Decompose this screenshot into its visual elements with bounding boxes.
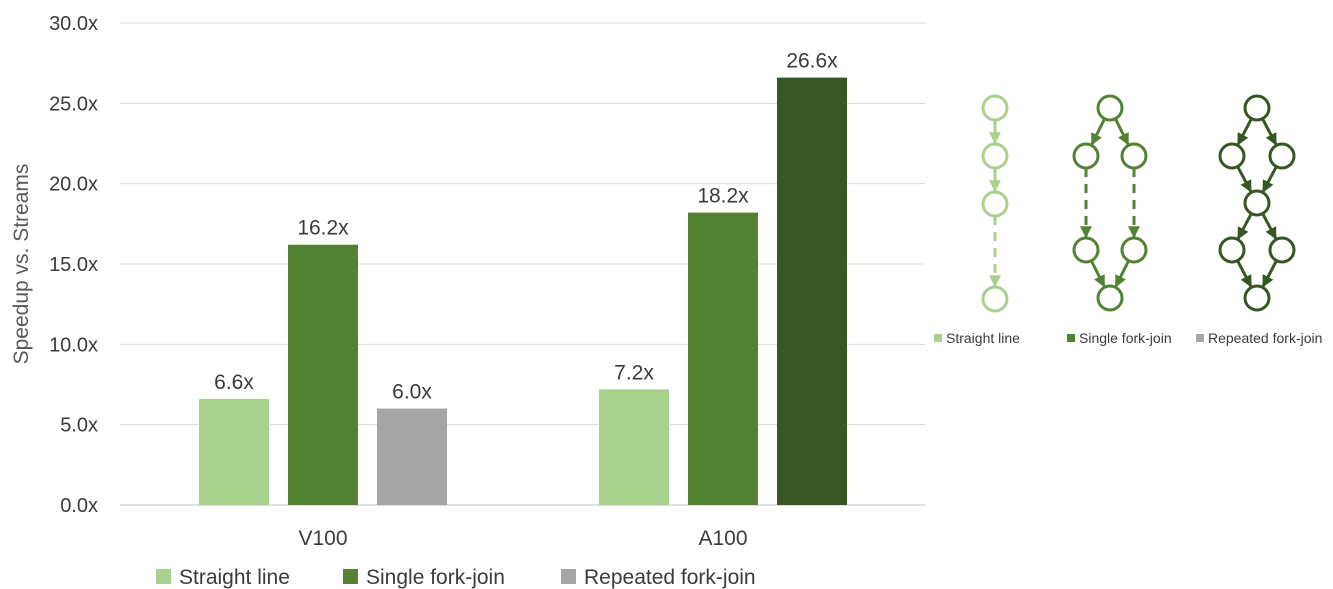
graph-edge (1236, 212, 1253, 240)
graph-edge (1090, 118, 1106, 146)
graph-node (981, 285, 1009, 313)
bar-a100-1 (599, 389, 669, 505)
legend-swatch (343, 569, 358, 584)
graph-node (1218, 142, 1246, 170)
graph-node (1096, 284, 1124, 312)
category-label: V100 (298, 527, 347, 550)
y-tick-label: 20.0x (49, 174, 98, 196)
graph-edge (1114, 260, 1130, 288)
data-label: 6.0x (392, 381, 432, 404)
graph-edge (1261, 165, 1278, 193)
graph-node (1243, 189, 1271, 217)
graph-edge (1261, 212, 1278, 240)
inset-legend: Straight line Single fork-join Repeated fo… (934, 330, 1322, 346)
data-label: 6.6x (214, 371, 254, 394)
category-label: A100 (698, 527, 747, 550)
graph-edge (1236, 165, 1253, 193)
y-tick-label: 0.0x (60, 495, 98, 517)
bar-v100-1 (199, 398, 269, 505)
graph-edge (1236, 117, 1253, 146)
graph-node (1072, 236, 1100, 264)
legend-swatch (561, 569, 576, 584)
bottom-legend: Straight line Single fork-join Repeated fo… (156, 566, 756, 589)
legend-label: Straight line (179, 566, 290, 589)
inset-legend-label: Single fork-join (1079, 330, 1172, 346)
inset-legend-label: Straight line (946, 330, 1020, 346)
data-label: 26.6x (786, 50, 838, 73)
bar-a100-3 (777, 77, 847, 506)
repeated-fork-join-graph (1218, 94, 1296, 312)
y-tick-label: 5.0x (60, 415, 98, 437)
graph-node (981, 142, 1009, 170)
bars: 6.6x 16.2x 6.0x 7.2x 18.2x 26.6x (199, 50, 847, 506)
graph-edge (1261, 117, 1278, 146)
graph-edge (1114, 118, 1130, 146)
y-tick-label: 25.0x (49, 93, 98, 115)
graph-edge (1261, 259, 1278, 288)
graph-diagram-inset (981, 94, 1296, 313)
graph-node (981, 190, 1009, 218)
inset-legend-swatch (1067, 334, 1075, 342)
y-axis-title: Speedup vs. Streams (10, 164, 33, 365)
graph-node (1096, 94, 1124, 122)
legend-label: Repeated fork-join (584, 566, 756, 589)
graph-node (1072, 142, 1100, 170)
x-axis-categories: V100 A100 (298, 527, 747, 550)
graph-node (1120, 142, 1148, 170)
graph-edge (1236, 259, 1253, 288)
bar-v100-3 (377, 408, 447, 505)
data-label: 18.2x (697, 185, 749, 208)
data-label: 7.2x (614, 361, 654, 384)
graph-node (1243, 94, 1271, 122)
graph-node (1218, 236, 1246, 264)
y-tick-label: 30.0x (49, 13, 98, 35)
bar-v100-2 (288, 244, 358, 505)
graph-node (1268, 142, 1296, 170)
inset-legend-label: Repeated fork-join (1208, 330, 1322, 346)
legend-label: Single fork-join (366, 566, 505, 589)
graph-node (1268, 236, 1296, 264)
y-axis-ticks: 0.0x 5.0x 10.0x 15.0x 20.0x 25.0x 30.0x (49, 13, 98, 517)
single-fork-join-graph (1072, 94, 1148, 312)
graph-node (1120, 236, 1148, 264)
bar-a100-2 (688, 212, 758, 505)
straight-line-graph (981, 94, 1009, 313)
legend-swatch (156, 569, 171, 584)
inset-legend-swatch (934, 334, 942, 342)
y-tick-label: 10.0x (49, 334, 98, 356)
graph-node (981, 94, 1009, 122)
graph-node (1243, 284, 1271, 312)
inset-legend-swatch (1196, 334, 1204, 342)
y-tick-label: 15.0x (49, 254, 98, 276)
graph-edge (1090, 260, 1106, 288)
data-label: 16.2x (297, 217, 349, 240)
